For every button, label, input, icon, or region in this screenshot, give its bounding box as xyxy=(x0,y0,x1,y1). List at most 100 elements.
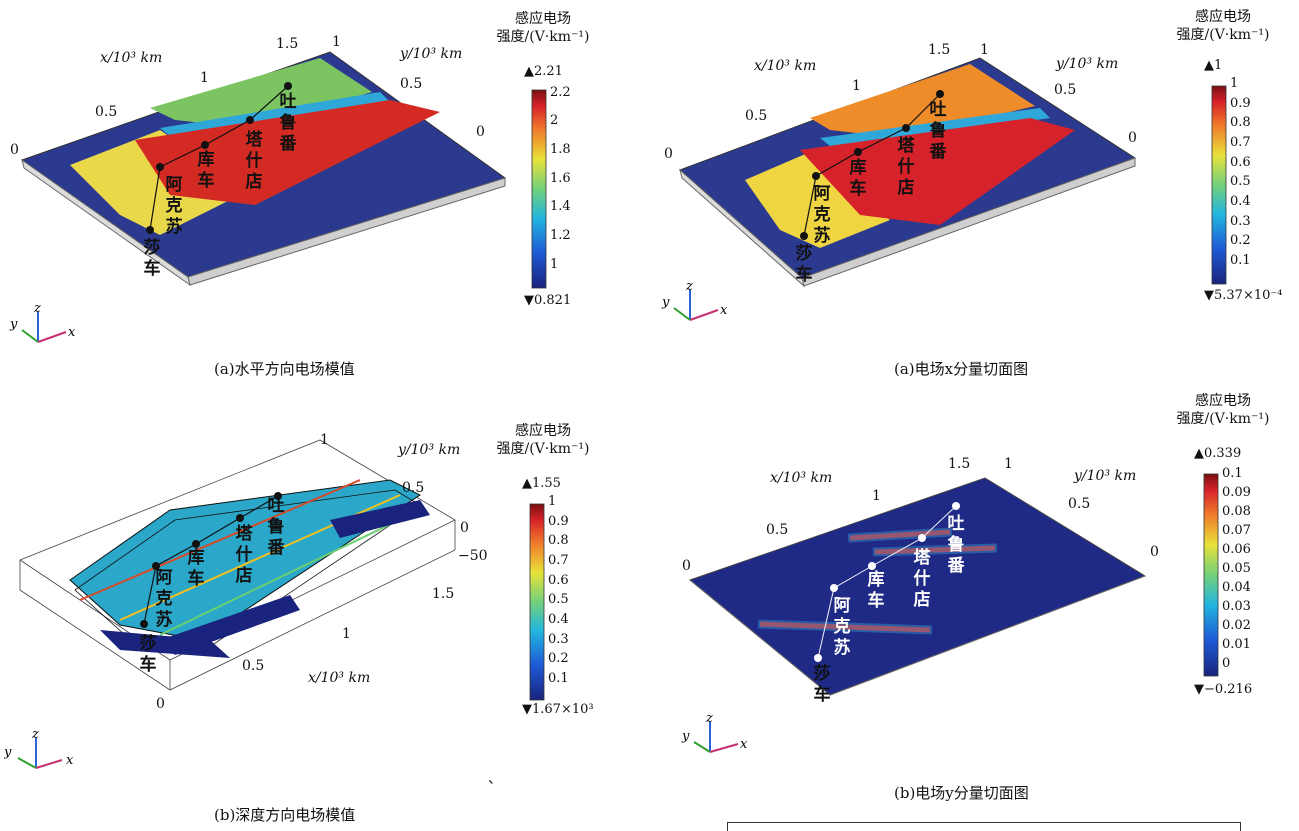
svg-text:z: z xyxy=(33,302,41,316)
colorbar-ticks: 2.2 2 1.8 1.6 1.4 1.2 1 xyxy=(550,85,600,295)
plot-surface-1 xyxy=(20,51,507,287)
svg-text:y: y xyxy=(9,317,18,332)
y-tick-1: 0.5 xyxy=(400,76,423,92)
station-marker-shache xyxy=(146,226,154,234)
anomaly-halo xyxy=(847,527,953,543)
region-green xyxy=(150,58,372,128)
svg-text:y: y xyxy=(681,729,690,744)
y-axis-label: y/10³ km xyxy=(400,46,463,62)
region-yellow xyxy=(745,152,890,248)
x-tick-0: 0 xyxy=(10,142,19,158)
colorbar-tick: 0.2 xyxy=(548,651,569,666)
y-tick-2: 0 xyxy=(476,124,485,140)
plate-side-right xyxy=(801,157,1136,287)
y-tick-2: 0 xyxy=(1128,130,1137,146)
colorbar-tick: 0.2 xyxy=(1230,233,1251,248)
x-axis-label: x/10³ km xyxy=(770,470,833,486)
panel-caption: (a)水平方向电场模值 xyxy=(214,360,355,378)
plate-side-right xyxy=(187,177,506,286)
city-label-shache: 莎车 xyxy=(813,664,831,705)
panel-y-component: x/10³ km y/10³ km 0 0.5 1 1.5 1 0.5 0 吐鲁… xyxy=(650,390,1299,820)
x-tick-2: 1 xyxy=(200,70,209,86)
colorbar-tick: 0.09 xyxy=(1222,485,1251,500)
plate-base-edge xyxy=(689,579,831,696)
colorbar-tick: 2.2 xyxy=(550,85,571,100)
colorbar-title: 感应电场 强度/(V·km⁻¹) xyxy=(1176,9,1270,43)
x-tick-3: 1.5 xyxy=(276,36,299,52)
colorbar-tick: 0.1 xyxy=(1222,466,1243,481)
colorbar-ticks: 1 0.9 0.8 0.7 0.6 0.5 0.4 0.3 0.2 0.1 xyxy=(1230,76,1270,286)
colorbar-tick: 0.03 xyxy=(1222,599,1251,614)
station-marker-shache xyxy=(814,654,822,662)
x-tick-1: 0.5 xyxy=(766,522,789,538)
city-label-kuqa: 库车 xyxy=(197,150,215,191)
colorbar-tick: 0.08 xyxy=(1222,504,1251,519)
station-marker-turpan xyxy=(936,90,944,98)
axis-triad: z x y xyxy=(4,728,74,769)
city-label-turpan: 吐鲁番 xyxy=(947,514,965,576)
panel-horizontal-magnitude: x/10³ km y/10³ km 0 0.5 1 1.5 1 0.5 0 吐鲁… xyxy=(0,0,640,390)
colorbar-title: 感应电场 强度/(V·km⁻¹) xyxy=(1176,393,1270,427)
svg-text:x: x xyxy=(740,737,748,752)
colorbar-max-label: ▲0.339 xyxy=(1194,446,1242,461)
colorbar-tick: 0 xyxy=(1222,656,1231,671)
colorbar-min-label: ▼5.37×10⁻⁴ xyxy=(1204,288,1283,303)
x-axis-label: x/10³ km xyxy=(308,670,371,686)
x-tick-2: 1 xyxy=(872,488,881,504)
station-marker-aksu xyxy=(152,562,160,570)
svg-text:x: x xyxy=(68,325,76,340)
anomaly-halo xyxy=(872,543,998,557)
axis-triad: z x y xyxy=(681,712,748,753)
x-axis-label: x/10³ km xyxy=(100,50,163,66)
svg-text:z: z xyxy=(685,280,693,294)
slab-dark xyxy=(330,500,430,538)
anomaly-stripe xyxy=(874,545,996,555)
colorbar-ticks: 0.1 0.09 0.08 0.07 0.06 0.05 0.04 0.03 0… xyxy=(1222,466,1262,681)
region-red xyxy=(800,118,1075,225)
colorbar-title: 感应电场 强度/(V·km⁻¹) xyxy=(496,423,590,457)
colorbar-tick: 0.05 xyxy=(1222,561,1251,576)
y-tick-0: 1 xyxy=(320,432,329,448)
y-axis-label: y/10³ km xyxy=(1056,56,1119,72)
colorbar-max-label: ▲2.21 xyxy=(524,64,563,79)
colorbar-tick: 0.06 xyxy=(1222,542,1251,557)
y-tick-0: 1 xyxy=(1004,456,1013,472)
colorbar-tick: 0.1 xyxy=(1230,253,1251,268)
station-marker-kuqa xyxy=(868,562,876,570)
svg-text:y: y xyxy=(661,295,670,310)
stray-mark: 、 xyxy=(488,771,502,787)
station-marker-shache xyxy=(140,620,148,628)
colorbar-tick: 0.9 xyxy=(1230,96,1251,111)
station-marker-aksu xyxy=(830,584,838,592)
colorbar-tick: 0.01 xyxy=(1222,637,1251,652)
region-orange xyxy=(810,64,1035,138)
city-label-kuqa: 库车 xyxy=(867,570,885,611)
colorbar-min-label: ▼1.67×10³ xyxy=(522,702,594,717)
x-tick-0: 0 xyxy=(682,558,691,574)
colorbar-title: 感应电场 强度/(V·km⁻¹) xyxy=(496,11,590,45)
city-label-tashidian: 塔什店 xyxy=(913,548,931,610)
colorbar-tick: 1 xyxy=(548,494,557,509)
colorbar-tick: 0.3 xyxy=(1230,214,1251,229)
x-tick-0: 0 xyxy=(156,696,165,712)
colorbar-tick: 1.8 xyxy=(550,142,571,157)
colorbar-tick: 0.07 xyxy=(1222,523,1251,538)
station-marker-tashidian xyxy=(246,116,254,124)
panel-depth-magnitude: x/10³ km y/10³ km 0 0.5 1 1.5 1 0.5 0 −5… xyxy=(0,400,640,829)
colorbar-tick: 0.5 xyxy=(1230,174,1251,189)
station-marker-aksu xyxy=(156,163,164,171)
colorbar-tick: 0.6 xyxy=(1230,155,1251,170)
colorbar-tick: 0.8 xyxy=(1230,115,1251,130)
y-tick-1: 0.5 xyxy=(1054,82,1077,98)
colorbar-tick: 0.02 xyxy=(1222,618,1251,633)
wireframe-box xyxy=(19,439,456,691)
city-label-kuqa: 库车 xyxy=(849,158,867,199)
city-label-turpan: 吐鲁番 xyxy=(267,496,285,558)
colorbar-tick: 0.7 xyxy=(548,553,569,568)
y-tick-0: 1 xyxy=(332,34,341,50)
colorbar-tick: 0.3 xyxy=(548,632,569,647)
bottom-frame xyxy=(727,822,1241,831)
city-label-aksu: 阿克苏 xyxy=(155,568,173,630)
panel-caption: (b)电场y分量切面图 xyxy=(894,784,1029,802)
colorbar-tick: 1 xyxy=(550,257,559,272)
